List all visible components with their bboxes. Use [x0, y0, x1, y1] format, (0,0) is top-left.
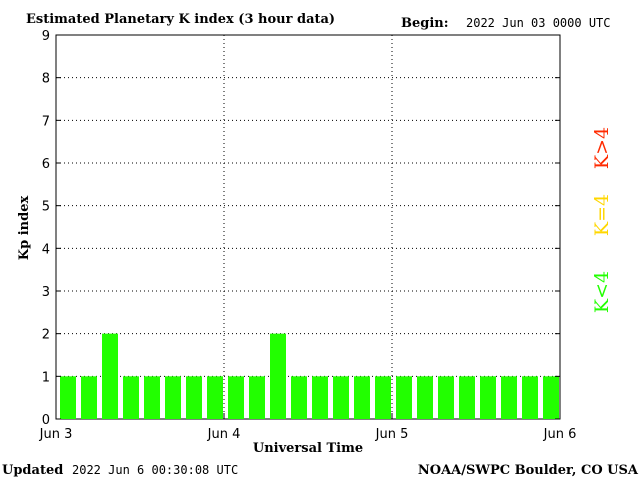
chart-title: Estimated Planetary K index (3 hour data…	[26, 12, 335, 27]
kp-bar	[144, 376, 160, 419]
kp-bar	[459, 376, 475, 419]
kp-bar	[375, 376, 391, 419]
grid-lines	[56, 35, 560, 419]
kp-bar	[186, 376, 202, 419]
kp-bar	[291, 376, 307, 419]
legend-k-above-4: K>4	[591, 127, 613, 169]
x-tick-label: Jun 3	[39, 427, 73, 442]
kp-bar	[165, 376, 181, 419]
kp-bar	[354, 376, 370, 419]
plot-frame	[55, 34, 561, 420]
x-axis-label: Universal Time	[253, 441, 363, 456]
y-ticks: 0 1 2 3 4 5 6 7 8 9	[42, 29, 560, 428]
kp-bar	[438, 376, 454, 419]
x-tick-label: Jun 4	[207, 427, 241, 442]
y-tick-label: 1	[42, 370, 50, 385]
updated-label: Updated	[2, 463, 63, 478]
kp-bar	[123, 376, 139, 419]
kp-bar	[543, 376, 559, 419]
kp-bar	[396, 376, 412, 419]
legend-k-equal-4: K=4	[591, 194, 613, 236]
source-credit: NOAA/SWPC Boulder, CO USA	[418, 463, 639, 478]
y-tick-label: 2	[42, 328, 50, 343]
y-tick-label: 9	[42, 29, 50, 44]
y-tick-label: 3	[42, 285, 50, 300]
y-tick-label: 6	[42, 157, 50, 172]
kp-bar	[312, 376, 328, 419]
y-tick-label: 7	[42, 114, 50, 129]
kp-bar	[60, 376, 76, 419]
x-ticks: Jun 3 Jun 4 Jun 5 Jun 6	[39, 413, 577, 442]
legend-k-below-4: K<4	[591, 271, 613, 313]
updated-value: 2022 Jun 6 00:30:08 UTC	[72, 463, 238, 477]
x-tick-label: Jun 5	[375, 427, 409, 442]
kp-bar	[480, 376, 496, 419]
bars-group	[60, 333, 559, 419]
y-tick-label: 5	[42, 200, 50, 215]
kp-bar	[333, 376, 349, 419]
y-tick-label: 4	[42, 242, 50, 257]
begin-label: Begin:	[401, 16, 449, 31]
y-tick-label: 8	[42, 72, 50, 87]
kp-bar	[207, 376, 223, 419]
kp-bar	[102, 333, 118, 419]
kp-bar	[249, 376, 265, 419]
begin-value: 2022 Jun 03 0000 UTC	[466, 16, 611, 30]
kp-bar	[522, 376, 538, 419]
kp-bar	[81, 376, 97, 419]
y-tick-label: 0	[42, 413, 50, 428]
kp-bar	[228, 376, 244, 419]
kp-bar	[417, 376, 433, 419]
y-axis-label: Kp index	[17, 196, 32, 261]
kp-bar	[270, 333, 286, 419]
kp-bar	[501, 376, 517, 419]
x-tick-label: Jun 6	[543, 427, 577, 442]
